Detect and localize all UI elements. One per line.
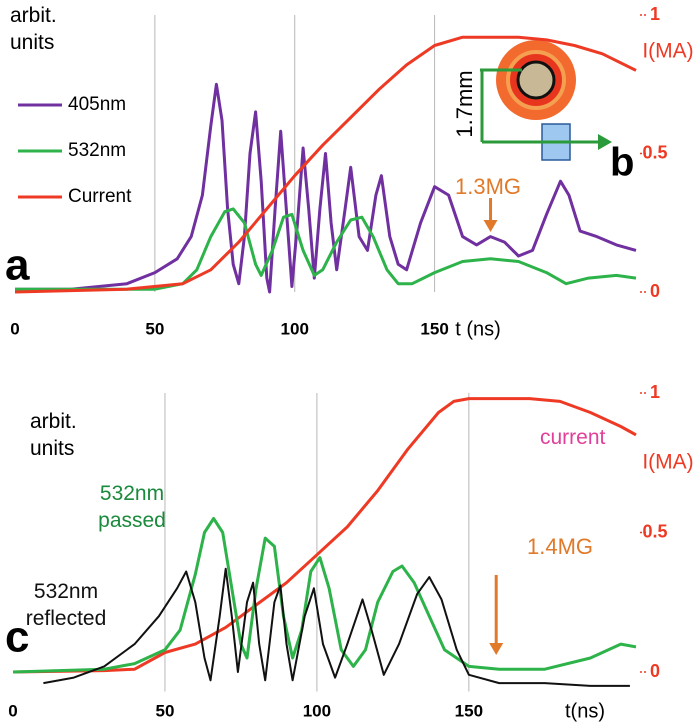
x-tick-label: 0	[10, 319, 19, 338]
y2-axis-label: I(MA)	[642, 451, 693, 474]
dimension-label: 1.7mm	[452, 70, 477, 137]
panel-letter: a	[5, 241, 30, 290]
arrow-head	[598, 134, 612, 150]
series-line	[15, 82, 637, 294]
annotation-arrow-head	[489, 643, 504, 655]
series-label: current	[540, 426, 606, 449]
y-label-line: arbit.	[30, 410, 77, 433]
y2-tick-label: 0.5	[642, 142, 667, 162]
y-label: arbit. units	[30, 408, 100, 462]
y2-tick-label: 0.5	[642, 521, 667, 541]
legend-label: 532nm	[68, 140, 126, 161]
series-line	[12, 517, 637, 674]
series-line	[43, 567, 630, 687]
annotation-label: 1.3MG	[455, 174, 521, 199]
annotation-label: 1.4MG	[527, 534, 593, 559]
series-line	[12, 397, 637, 674]
x-tick-label: 150	[420, 319, 448, 338]
x-tick-label: 50	[155, 701, 174, 720]
series-line	[14, 35, 637, 294]
inset: 1.7mm b	[452, 40, 634, 185]
y-label-line: arbit.	[10, 4, 57, 27]
x-tick-label: 100	[281, 319, 309, 338]
y-label: arbit. units	[10, 2, 80, 56]
core	[516, 60, 556, 100]
inset-letter: b	[610, 141, 634, 185]
x-tick-label: 100	[303, 701, 331, 720]
y2-tick-label: 1	[650, 382, 660, 402]
y2-tick-label: 0	[650, 661, 660, 681]
series-label: 532nm passed	[98, 482, 166, 532]
panel-letter: c	[5, 613, 29, 662]
series-line	[15, 207, 637, 291]
x-tick-label: 0	[8, 701, 17, 720]
y2-axis-label: I(MA)	[642, 40, 693, 63]
y2-tick-label: 0	[650, 281, 660, 301]
x-tick-label: 150	[455, 701, 483, 720]
y-label-line: units	[30, 437, 75, 460]
x-axis-label: t (ns)	[455, 318, 501, 340]
annotation-arrow-head	[483, 220, 498, 232]
series-label: 532nm reflected	[25, 580, 107, 630]
x-axis-label: t(ns)	[565, 700, 605, 722]
legend-label: 405nm	[68, 94, 126, 115]
legend-label: Current	[68, 186, 132, 207]
y2-tick-label: 1	[650, 4, 660, 24]
x-tick-label: 50	[145, 319, 164, 338]
y-label-line: units	[10, 31, 55, 54]
